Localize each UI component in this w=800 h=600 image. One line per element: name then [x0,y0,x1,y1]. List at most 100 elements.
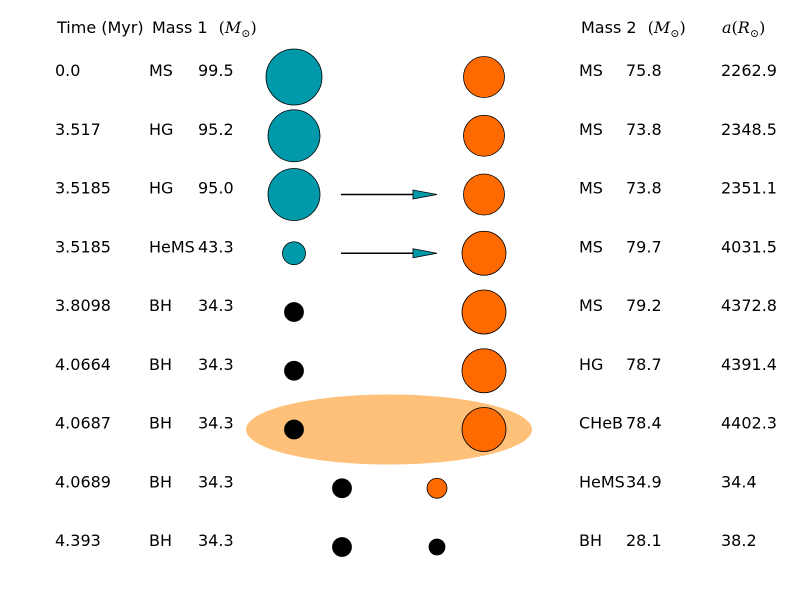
row-7-time: 4.0689 [55,472,111,491]
header-time: Time (Myr) [56,18,144,37]
row-1-time: 3.517 [55,120,101,139]
mass-transfer-arrow-head-2 [412,189,438,200]
row-4-separation: 4372.8 [721,296,777,315]
row-8-mass1: 34.3 [198,531,234,550]
row-4-mass1: 34.3 [198,296,234,315]
row-5-time: 4.0664 [55,355,111,374]
header-mass1: Mass 1 (M⊙) [152,18,257,40]
row-5-mass2: 78.7 [626,355,662,374]
star1-row-8 [332,537,352,557]
row-1-type2: MS [579,120,603,139]
header-mass1-label: Mass 1 [152,18,208,37]
header-sep-open: ( [732,18,738,37]
star1-row-4 [284,302,304,322]
row-0-type1: MS [149,61,173,80]
row-7-separation: 34.4 [721,472,757,491]
row-4-type2: MS [579,296,603,315]
star2-row-0 [463,56,505,98]
text-layer: 0.0 MS 99.5 MS 75.8 2262.9 3.517 HG 95.2 MS 73.8 23… [55,61,777,550]
star1-row-0 [265,48,323,106]
star1-row-1 [267,109,321,163]
row-1-type1: HG [149,120,173,139]
header: Time (Myr) Mass 1 (M⊙) Mass 2 (M⊙) a(R⊙) [56,18,765,40]
header-mass1-unit-symbol: M [224,18,242,37]
header-mass2-sun: ⊙ [670,27,679,40]
row-3-time: 3.5185 [55,237,111,256]
row-5-separation: 4391.4 [721,355,777,374]
header-mass1-unit-open: ( [219,18,225,37]
row-6-mass1: 34.3 [198,414,234,433]
header-sep-symbol: a [722,18,732,37]
row-2-mass1: 95.0 [198,179,234,198]
row-0-type2: MS [579,61,603,80]
row-2-type1: HG [149,179,173,198]
star-layer [265,48,507,557]
star2-row-8 [428,538,446,556]
header-mass2-label: Mass 2 [581,18,637,37]
row-8-mass2: 28.1 [626,531,662,550]
row-8-type2: BH [579,531,602,550]
row-1-mass1: 95.2 [198,120,234,139]
row-1-mass2: 73.8 [626,120,662,139]
row-4-type1: BH [149,296,172,315]
header-sep-close: ) [759,18,765,37]
row-4-mass2: 79.2 [626,296,662,315]
star1-row-3 [282,241,306,266]
mass-transfer-arrow-head-3 [412,248,438,259]
common-envelope-6 [246,394,532,465]
star1-row-2 [267,168,321,221]
row-6-time: 4.0687 [55,414,111,433]
envelope-layer [246,394,532,465]
star1-row-5 [284,360,304,381]
header-mass1-sun: ⊙ [241,27,250,40]
row-8-time: 4.393 [55,531,101,550]
row-3-separation: 4031.5 [721,237,777,256]
star1-row-7 [332,478,352,499]
row-0-mass1: 99.5 [198,61,234,80]
header-sep-unit-symbol: R [737,18,750,37]
star2-row-4 [461,289,507,335]
header-mass1-unit-close: ) [251,18,257,37]
row-3-type1: HeMS [149,237,195,256]
row-6-type1: BH [149,414,172,433]
row-5-mass1: 34.3 [198,355,234,374]
header-mass2-unit-close: ) [680,18,686,37]
row-3-mass1: 43.3 [198,237,234,256]
row-5-type1: BH [149,355,172,374]
row-3-type2: MS [579,237,603,256]
row-8-separation: 38.2 [721,531,757,550]
row-7-mass2: 34.9 [626,472,662,491]
header-separation: a(R⊙) [722,18,765,40]
row-2-separation: 2351.1 [721,179,777,198]
row-0-separation: 2262.9 [721,61,777,80]
row-6-separation: 4402.3 [721,414,777,433]
star2-row-3 [461,230,507,276]
row-7-mass1: 34.3 [198,472,234,491]
row-2-time: 3.5185 [55,179,111,198]
row-5-type2: HG [579,355,603,374]
header-mass2-unit-symbol: M [653,18,671,37]
row-7-type2: HeMS [579,472,625,491]
row-0-time: 0.0 [55,61,80,80]
row-2-mass2: 73.8 [626,179,662,198]
arrow-layer [341,189,438,259]
star2-row-5 [461,348,507,394]
row-2-type2: MS [579,179,603,198]
row-7-type1: BH [149,472,172,491]
header-sep-sun: ⊙ [750,27,759,40]
row-4-time: 3.8098 [55,296,111,315]
star2-row-2 [463,173,505,216]
star2-row-7 [426,477,448,499]
row-1-separation: 2348.5 [721,120,777,139]
star2-row-6 [461,407,507,452]
row-6-mass2: 78.4 [626,414,662,433]
row-8-type1: BH [149,531,172,550]
header-mass2-unit-open: ( [648,18,654,37]
star2-row-1 [463,114,505,157]
row-0-mass2: 75.8 [626,61,662,80]
row-6-type2: CHeB [579,414,623,433]
row-3-mass2: 79.7 [626,237,662,256]
star1-row-6 [284,419,304,440]
header-mass2: Mass 2 (M⊙) [581,18,686,40]
